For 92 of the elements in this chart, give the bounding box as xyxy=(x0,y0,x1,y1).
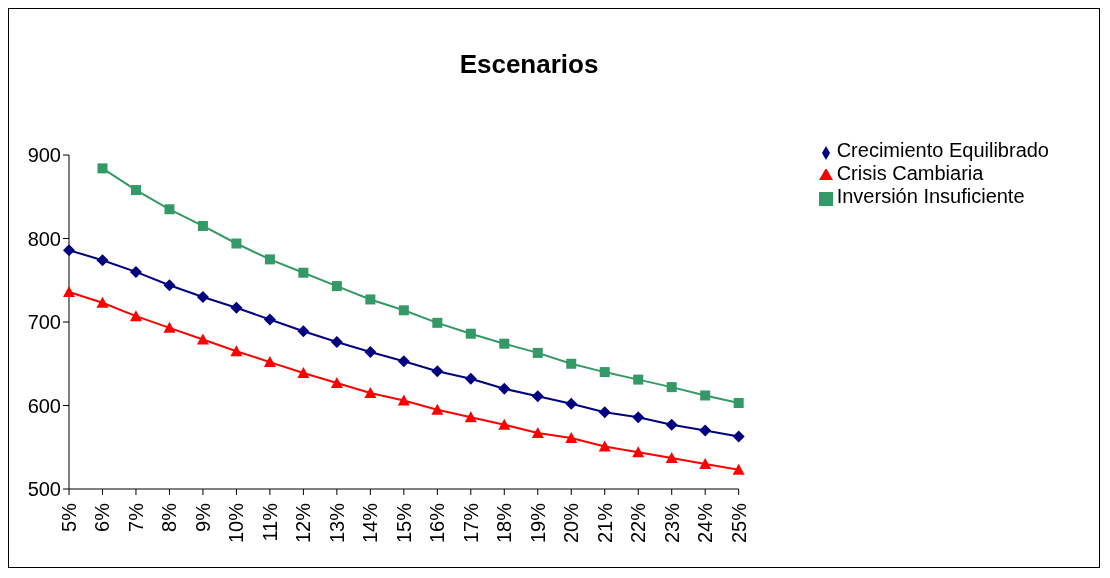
x-tick-label: 17% xyxy=(459,502,482,544)
point xyxy=(298,267,309,278)
point xyxy=(196,290,209,303)
legend-label: Crisis Cambiaria xyxy=(836,162,984,184)
point xyxy=(498,382,511,395)
chart-title: Escenarios xyxy=(458,49,600,80)
point xyxy=(732,430,745,443)
point xyxy=(632,446,645,458)
point xyxy=(231,238,242,249)
point xyxy=(531,427,544,439)
point xyxy=(163,279,176,292)
point xyxy=(230,301,243,314)
point xyxy=(297,325,310,338)
point xyxy=(196,333,209,345)
point xyxy=(63,285,75,297)
point xyxy=(263,356,276,368)
point xyxy=(129,310,142,322)
point xyxy=(264,254,275,265)
point xyxy=(665,452,678,464)
point xyxy=(97,163,108,174)
x-tick-label: 23% xyxy=(660,502,683,544)
x-tick-label: 8% xyxy=(158,502,181,532)
point xyxy=(699,424,712,437)
x-tick-label: 9% xyxy=(191,502,214,532)
x-tick-label: 11% xyxy=(258,502,281,542)
point xyxy=(464,411,477,423)
point xyxy=(330,336,343,349)
x-tick-label: 25% xyxy=(727,502,750,544)
point xyxy=(499,338,510,349)
point xyxy=(700,390,711,401)
point xyxy=(96,296,109,308)
y-tick-label: 700 xyxy=(27,311,61,334)
point xyxy=(632,411,645,424)
point xyxy=(565,397,578,410)
point xyxy=(163,321,176,333)
point xyxy=(599,367,610,378)
point xyxy=(63,244,75,257)
y-tick-label: 800 xyxy=(27,227,61,250)
point xyxy=(432,317,443,328)
x-tick-label: 19% xyxy=(526,502,549,544)
point xyxy=(331,281,342,292)
point xyxy=(732,463,745,475)
point xyxy=(397,355,410,368)
x-tick-label: 16% xyxy=(426,502,449,544)
point xyxy=(532,347,543,358)
x-tick-label: 24% xyxy=(694,502,717,544)
point xyxy=(364,386,377,398)
point xyxy=(130,185,141,196)
point xyxy=(598,406,611,419)
point xyxy=(263,313,276,326)
point xyxy=(398,305,409,316)
point xyxy=(365,294,376,305)
point xyxy=(565,432,578,444)
point xyxy=(598,440,611,452)
point xyxy=(633,374,644,385)
x-tick-label: 22% xyxy=(627,502,650,544)
point xyxy=(330,376,343,388)
x-tick-label: 14% xyxy=(359,502,382,544)
point xyxy=(498,418,511,430)
x-tick-label: 5% xyxy=(58,502,80,532)
x-tick-label: 7% xyxy=(124,502,147,532)
y-tick-label: 600 xyxy=(27,394,61,417)
point xyxy=(431,365,444,378)
x-tick-label: 13% xyxy=(325,502,348,544)
point xyxy=(164,204,175,215)
point xyxy=(666,382,677,393)
x-tick-label: 12% xyxy=(292,502,315,544)
point xyxy=(566,358,577,369)
x-tick-label: 21% xyxy=(593,502,616,544)
legend-label: Inversión Insuficiente xyxy=(836,185,1025,207)
point xyxy=(297,366,310,378)
x-tick-label: 10% xyxy=(225,502,248,544)
point xyxy=(699,457,712,469)
x-tick-label: 6% xyxy=(91,502,114,532)
point xyxy=(431,403,444,415)
legend-label: Crecimiento Equilibrado xyxy=(836,139,1049,161)
point xyxy=(96,254,109,267)
point xyxy=(465,328,476,339)
point xyxy=(531,390,544,403)
point xyxy=(230,345,243,357)
y-tick-label: 900 xyxy=(27,144,61,167)
x-tick-label: 18% xyxy=(493,502,516,544)
point xyxy=(733,398,744,408)
x-tick-label: 15% xyxy=(392,502,415,544)
point xyxy=(364,346,377,359)
x-tick-label: 20% xyxy=(560,502,583,544)
y-tick-label: 500 xyxy=(27,478,61,501)
point xyxy=(197,220,208,231)
point xyxy=(665,418,678,431)
point xyxy=(129,265,142,278)
point xyxy=(464,372,477,385)
point xyxy=(397,394,410,406)
